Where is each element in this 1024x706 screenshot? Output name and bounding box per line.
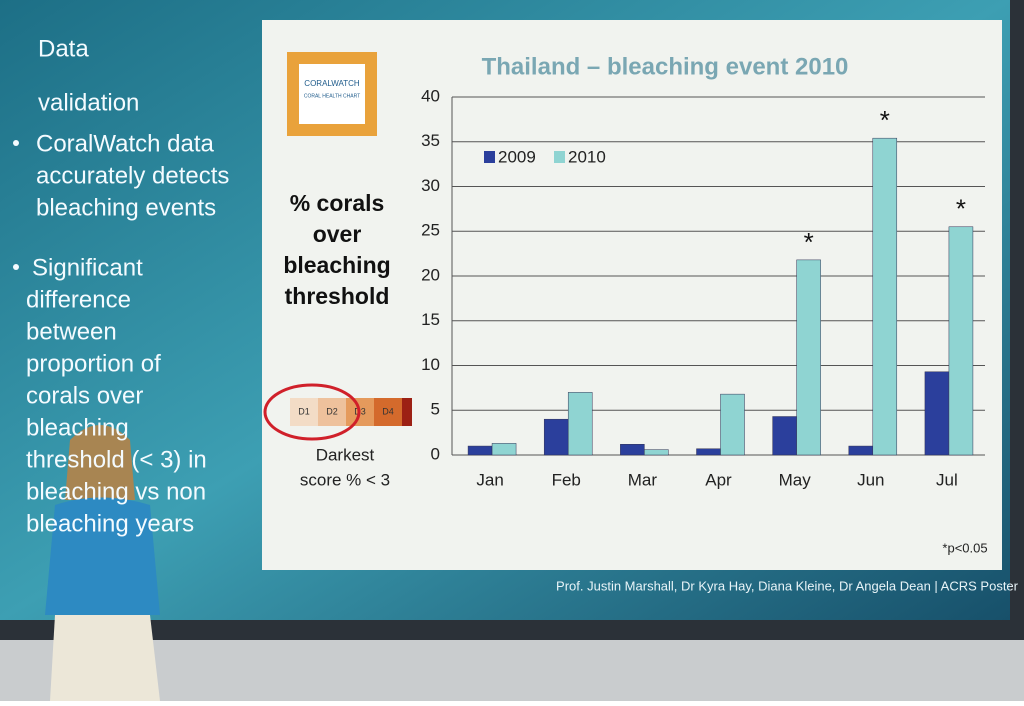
logo-title: CORALWATCH [304,79,360,88]
score-label: D2 [326,406,338,416]
significance-marker: * [804,227,814,257]
bar [567,392,593,456]
x-tick-label: Jun [857,470,884,489]
bar [696,448,721,456]
y-tick-label: 25 [421,221,440,240]
bar [491,443,517,456]
bar [948,226,974,456]
bar [924,371,950,456]
x-tick-label: Apr [705,470,732,489]
bullet-text: CoralWatch data [36,130,215,157]
chart: % corals over bleaching threshold 0 5 10 15 20 25… [283,86,985,489]
score-cell [318,398,346,426]
score-label: D4 [382,406,394,416]
presenter [45,425,160,701]
significance-marker: * [880,105,890,135]
bullet-text: corals over [26,382,143,409]
bar [543,418,569,456]
slide-heading: Data [38,35,89,62]
bullet-text: Significant [32,254,143,281]
chart-title: Thailand – bleaching event 2010 [482,53,849,80]
bullet-text: accurately detects [36,162,229,189]
bar [848,445,874,456]
bullet-dot [13,264,19,270]
bar [644,449,669,456]
y-tick-label: 40 [421,86,440,105]
score-caption: score % < 3 [300,470,390,489]
y-tick-label: 10 [421,355,440,374]
bar [796,259,821,456]
score-label: D1 [298,406,310,416]
y-tick-label: 15 [421,310,440,329]
score-cell [290,398,318,426]
significance-marker: * [956,194,966,224]
y-axis-label: threshold [285,283,390,309]
bar [467,445,493,456]
bar [620,444,645,456]
y-axis-label: over [313,221,362,247]
score-cell [402,398,412,426]
bullet-text: between [26,318,117,345]
x-tick-label: May [779,470,812,489]
bullet-text: proportion of [26,350,161,377]
legend-swatch [554,151,565,163]
bullet-text: bleaching vs non [26,478,206,505]
highlight-circle [263,383,361,441]
bar [772,416,797,456]
bullet-text: bleaching [26,414,129,441]
y-tick-label: 35 [421,131,440,150]
bullet-text: difference [26,286,131,313]
bullet-text: bleaching events [36,194,216,221]
x-tick-label: Jan [476,470,503,489]
credits: Prof. Justin Marshall, Dr Kyra Hay, Dian… [556,578,1019,593]
legend-label: 2010 [568,147,606,166]
bullet-text: threshold (< 3) in [26,446,207,473]
bullet-dot [13,140,19,146]
y-tick-label: 5 [431,400,440,419]
footnote: *p<0.05 [942,540,987,555]
x-tick-label: Feb [552,470,581,489]
x-tick-label: Jul [936,470,958,489]
bullet-text: bleaching years [26,510,194,537]
bar [720,393,745,456]
logo-subtitle: CORAL HEALTH CHART [304,93,360,99]
y-tick-label: 30 [421,176,440,195]
score-cell [374,398,402,426]
wall [0,640,1024,701]
legend-swatch [484,151,495,163]
logo: CORALWATCH CORAL HEALTH CHART [287,52,377,136]
y-tick-label: 0 [431,444,440,463]
y-axis-label: % corals [290,190,385,216]
slide-heading: validation [38,89,139,116]
legend-label: 2009 [498,147,536,166]
x-tick-label: Mar [628,470,658,489]
y-axis-label: bleaching [283,252,390,278]
y-tick-label: 20 [421,265,440,284]
bar [872,137,898,456]
score-caption: Darkest [316,445,375,464]
